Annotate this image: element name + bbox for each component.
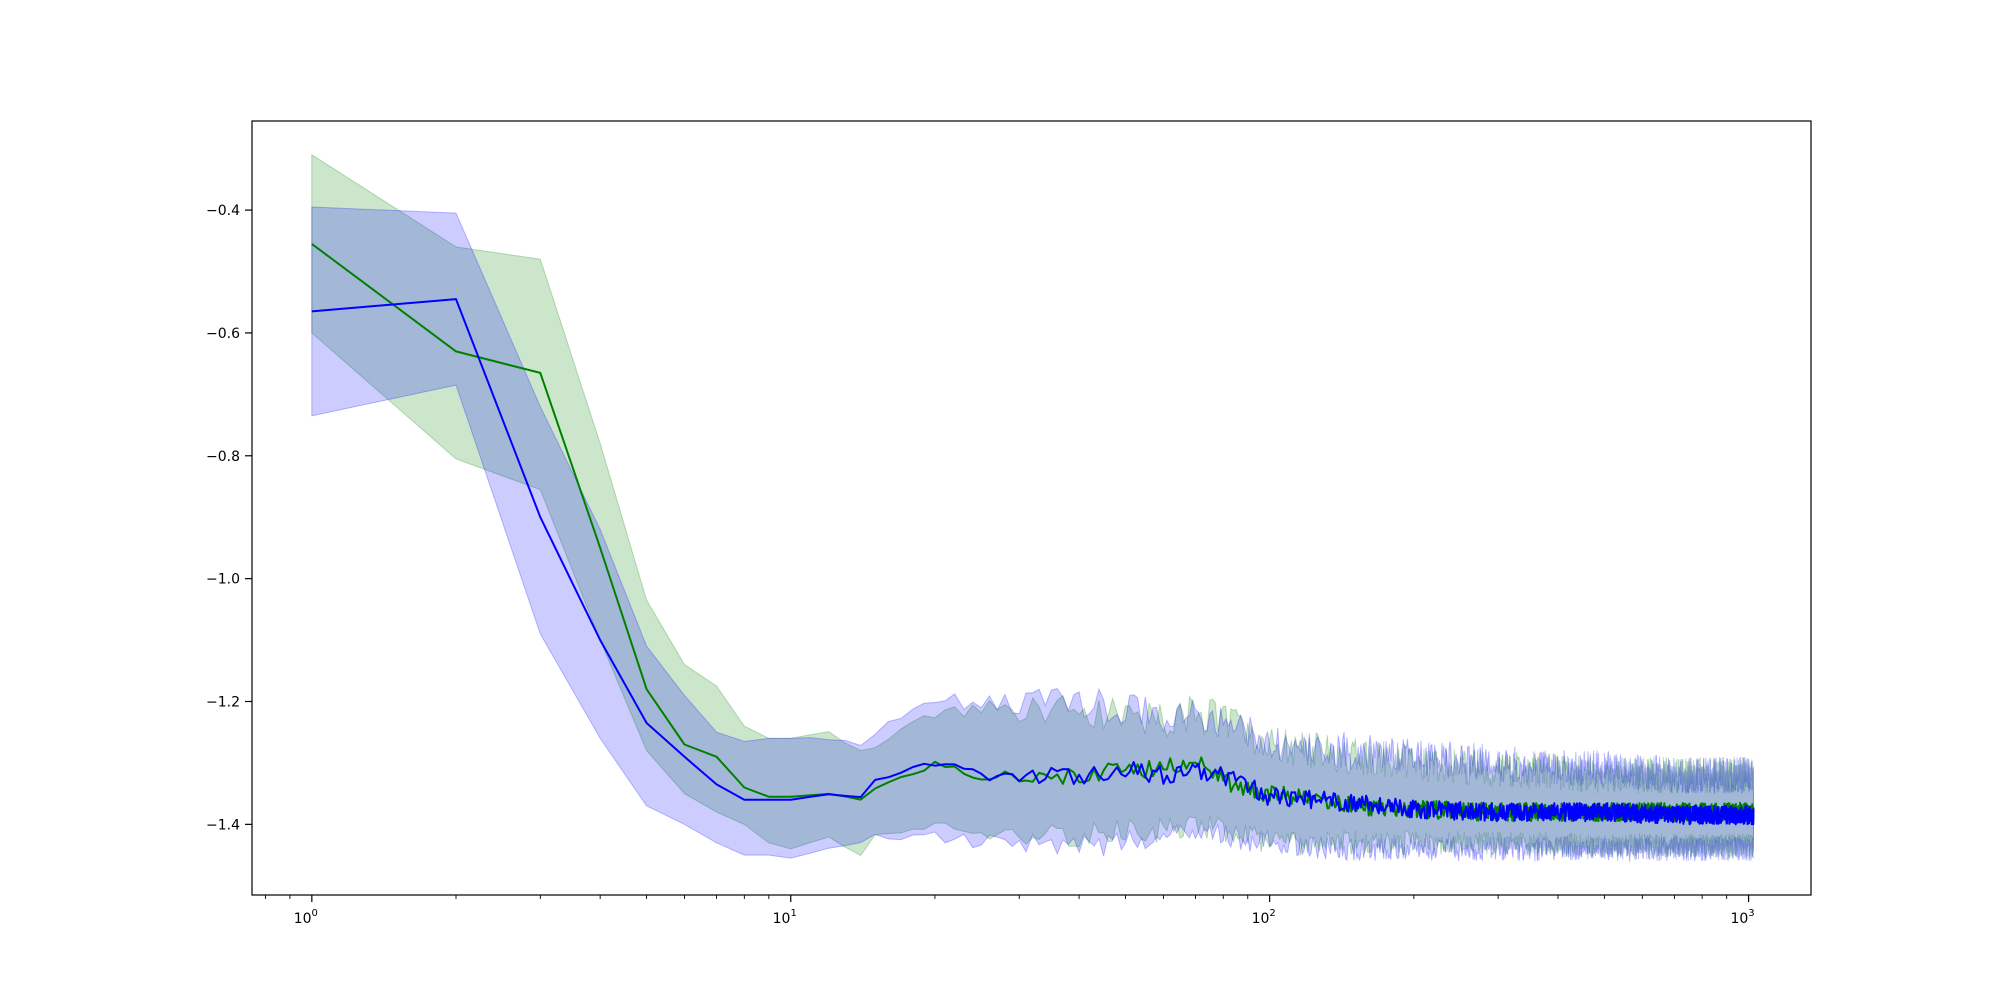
x-tick-label: 100 <box>294 908 318 927</box>
confidence-bands <box>311 153 1754 863</box>
series-lines <box>311 243 1755 826</box>
y-tick-label: −0.8 <box>206 449 240 465</box>
y-tick-label: −1.4 <box>206 817 240 833</box>
y-tick-label: −0.6 <box>206 326 240 342</box>
y-tick-label: −1.2 <box>206 695 240 711</box>
y-axis: −0.4 −0.6 −0.8 −1.0 −1.2 −1.4 <box>206 203 252 833</box>
confidence-band-1 <box>311 153 1754 859</box>
series-line-2 <box>311 298 1755 826</box>
y-tick-label: −1.0 <box>206 572 240 588</box>
x-tick-label: 103 <box>1730 908 1754 927</box>
confidence-band-2 <box>311 206 1754 863</box>
x-tick-label: 101 <box>773 908 797 927</box>
y-tick-label: −0.4 <box>206 203 240 219</box>
x-axis: 100 101 102 103 <box>264 895 1755 927</box>
plot-frame <box>251 120 1812 896</box>
x-tick-label: 102 <box>1252 908 1276 927</box>
